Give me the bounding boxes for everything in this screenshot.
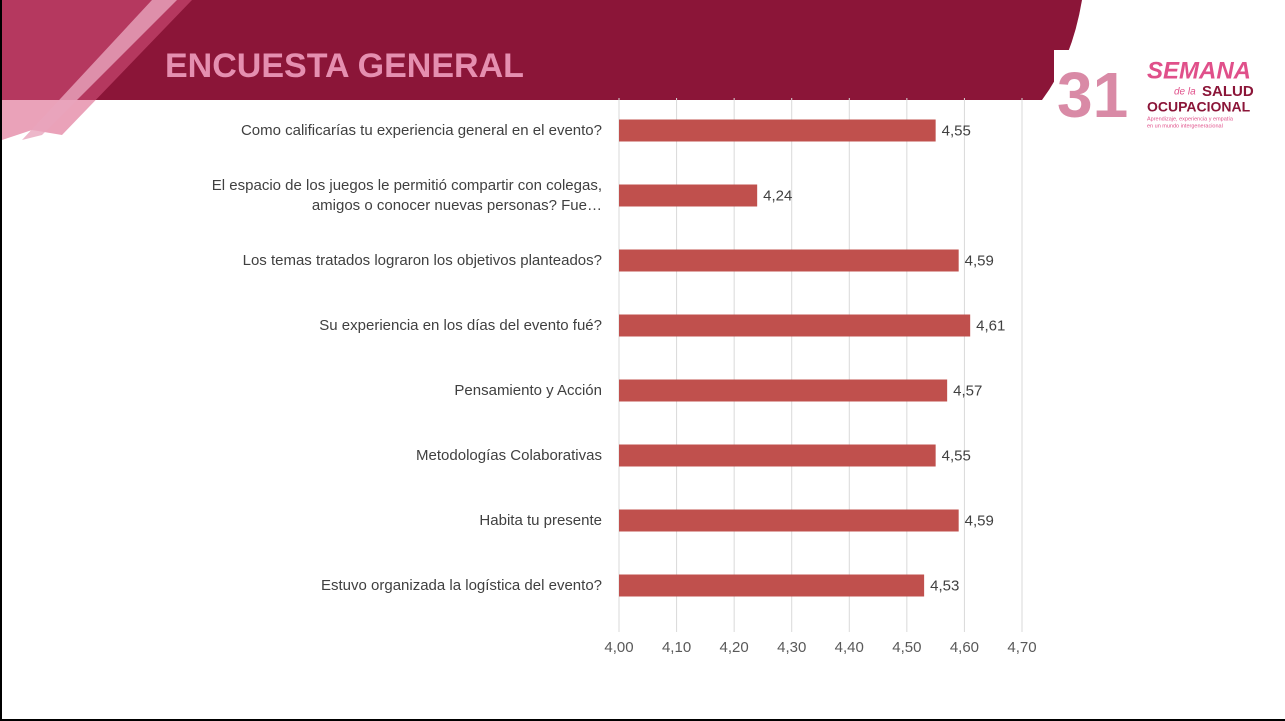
x-tick-label: 4,70 — [1007, 639, 1036, 656]
chart: ENCUESTA GENERAL 31 SEMANA de la SALUD O… — [2, 0, 1285, 721]
logo-text: en un mundo intergeneracional — [1147, 123, 1223, 129]
x-tick-label: 4,00 — [604, 639, 633, 656]
x-tick-label: 4,10 — [662, 639, 691, 656]
value-label: 4,24 — [763, 187, 792, 204]
x-tick-label: 4,60 — [950, 639, 979, 656]
y-tick-label: Metodologías Colaborativas — [202, 446, 602, 466]
value-label: 4,55 — [942, 122, 971, 139]
bar — [619, 510, 959, 532]
y-tick-label: Estuvo organizada la logística del event… — [202, 576, 602, 596]
x-tick-label: 4,40 — [835, 639, 864, 656]
slide-title: ENCUESTA GENERAL — [165, 47, 524, 85]
bar — [619, 445, 936, 467]
x-tick-label: 4,20 — [720, 639, 749, 656]
y-tick-label: Habita tu presente — [202, 511, 602, 531]
y-tick-label: Como calificarías tu experiencia general… — [202, 121, 602, 141]
value-label: 4,61 — [976, 317, 1005, 334]
x-tick-label: 4,30 — [777, 639, 806, 656]
bar — [619, 575, 924, 597]
logo-text: OCUPACIONAL — [1147, 99, 1251, 115]
logo-text: Aprendizaje, experiencia y empatía — [1147, 116, 1234, 122]
logo-text: de la — [1174, 87, 1196, 98]
bar — [619, 120, 936, 142]
y-tick-label: Su experiencia en los días del evento fu… — [202, 316, 602, 336]
value-label: 4,53 — [930, 577, 959, 594]
value-label: 4,57 — [953, 382, 982, 399]
y-tick-label: Los temas tratados lograron los objetivo… — [202, 251, 602, 271]
x-tick-label: 4,50 — [892, 639, 921, 656]
bar — [619, 250, 959, 272]
logo-text: SEMANA — [1147, 57, 1251, 84]
y-tick-label: El espacio de los juegos le permitió com… — [202, 176, 602, 216]
value-label: 4,55 — [942, 447, 971, 464]
bar — [619, 380, 947, 402]
y-tick-label: Pensamiento y Acción — [202, 381, 602, 401]
logo-number: 31 — [1057, 59, 1128, 131]
bar — [619, 315, 970, 337]
logo-text: SALUD — [1202, 83, 1254, 100]
bar — [619, 185, 757, 207]
value-label: 4,59 — [965, 512, 994, 529]
value-label: 4,59 — [965, 252, 994, 269]
slide: ENCUESTA GENERAL 31 SEMANA de la SALUD O… — [0, 0, 1285, 721]
